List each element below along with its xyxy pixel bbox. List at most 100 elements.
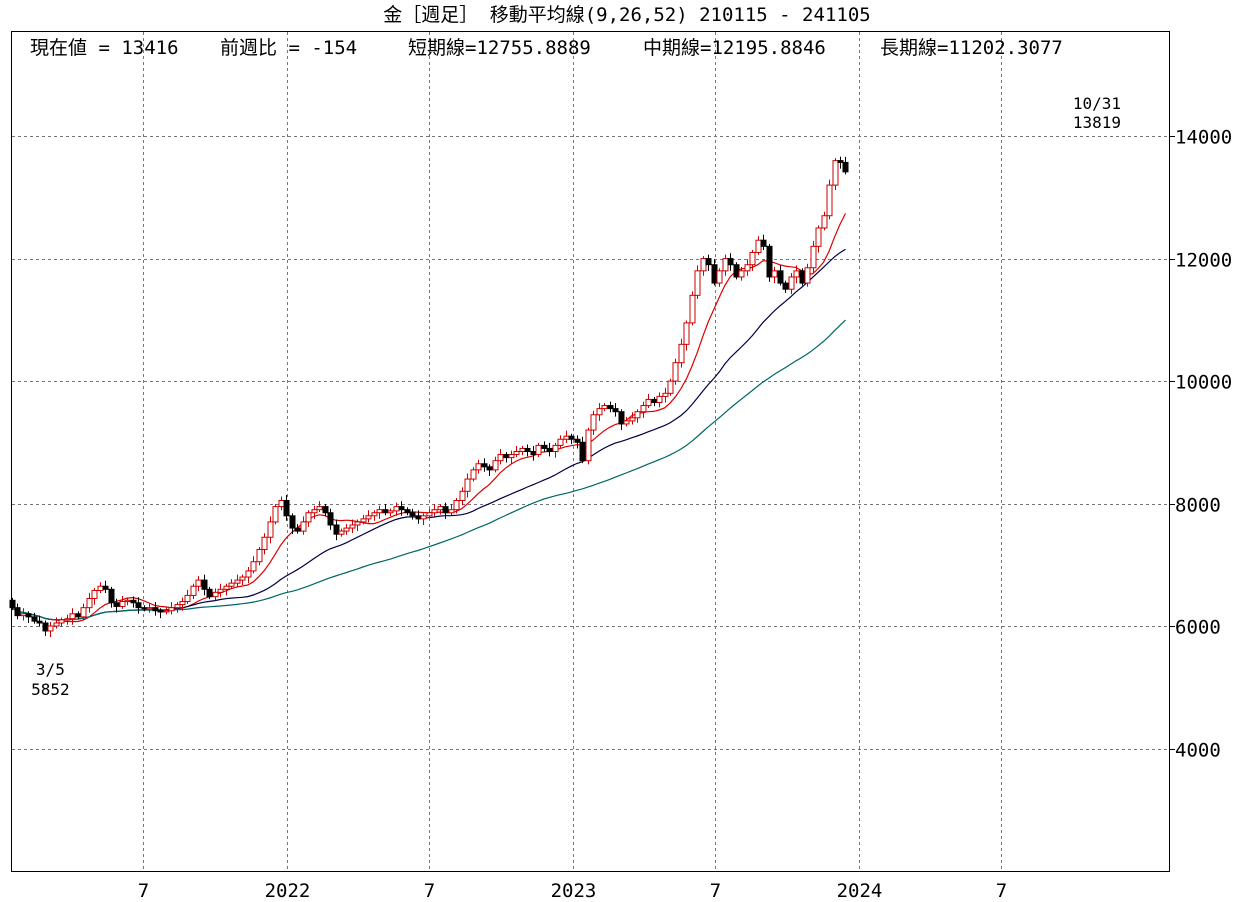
- candle-body: [793, 270, 800, 278]
- candle-body: [799, 270, 806, 284]
- candle-body: [239, 576, 246, 581]
- y-tick-label: 12000: [1175, 250, 1232, 272]
- candle-body: [744, 264, 751, 272]
- candle-body: [464, 478, 471, 492]
- candle-body: [25, 613, 32, 618]
- candle-body: [722, 258, 729, 272]
- candle-body: [651, 398, 658, 404]
- y-tick-label: 14000: [1175, 127, 1232, 149]
- candle-body: [387, 510, 394, 514]
- candle-body: [195, 579, 202, 587]
- candle-body: [174, 604, 181, 609]
- candles: [9, 156, 849, 638]
- x-axis: 7 2022 7 2023 7 2024 7: [138, 880, 1007, 902]
- candle-body: [705, 258, 712, 266]
- x-tick-label: 7: [996, 880, 1007, 902]
- candle-body: [20, 613, 27, 617]
- candle-body: [683, 322, 690, 345]
- candle-body: [552, 444, 559, 453]
- candle-body: [168, 607, 175, 612]
- candle-body: [217, 588, 224, 593]
- candle-body: [804, 267, 811, 284]
- chart-title: 金［週足］ 移動平均線(9,26,52) 210115 - 241105: [383, 4, 870, 26]
- candle-body: [365, 515, 372, 520]
- candle-body: [42, 622, 49, 632]
- candle-body: [481, 463, 488, 468]
- candle-body: [234, 579, 241, 584]
- candle-body: [261, 536, 268, 550]
- candle-body: [157, 610, 164, 613]
- candle-body: [837, 160, 844, 163]
- x-tick-label: 7: [424, 880, 435, 902]
- candle-body: [349, 524, 356, 529]
- candle-body: [678, 343, 685, 364]
- candle-body: [14, 607, 21, 617]
- candle-body: [634, 411, 641, 419]
- candle-body: [821, 215, 828, 229]
- x-tick-label: 7: [138, 880, 149, 902]
- candle-body: [508, 454, 515, 459]
- candle-body: [689, 294, 696, 324]
- candle-body: [300, 521, 307, 532]
- candle-body: [749, 251, 756, 266]
- candle-body: [503, 454, 510, 459]
- candle-body: [519, 447, 526, 453]
- candle-body: [585, 429, 592, 462]
- candle-body: [656, 395, 663, 404]
- candle-body: [119, 601, 126, 607]
- candle-body: [184, 594, 191, 603]
- candle-body: [31, 616, 38, 622]
- candle-body: [453, 499, 460, 511]
- candle-body: [810, 245, 817, 269]
- candle-body: [305, 512, 312, 523]
- gridlines: [12, 32, 1169, 871]
- current-value-label: 現在値 = 13416: [30, 37, 179, 59]
- candle-body: [727, 258, 734, 266]
- candle-body: [135, 602, 142, 609]
- candle-body: [492, 460, 499, 471]
- y-tick-label: 10000: [1175, 372, 1232, 394]
- candle-body: [777, 270, 784, 284]
- candle-body: [354, 521, 361, 526]
- candle-body: [108, 588, 115, 604]
- candle-body: [524, 447, 531, 453]
- candle-body: [124, 599, 131, 603]
- candle-body: [568, 435, 575, 440]
- candle-body: [272, 506, 279, 523]
- candle-body: [832, 160, 839, 186]
- candle-body: [256, 548, 263, 563]
- candle-body: [672, 362, 679, 382]
- candle-body: [563, 435, 570, 440]
- candle-body: [645, 398, 652, 407]
- candle-body: [163, 610, 170, 613]
- candle-body: [694, 270, 701, 296]
- candle-body: [212, 591, 219, 598]
- candle-body: [546, 447, 553, 453]
- candle-body: [530, 451, 537, 456]
- candle-body: [733, 264, 740, 278]
- candle-body: [842, 161, 849, 173]
- y-tick-label: 8000: [1175, 495, 1221, 517]
- high-annotation-date: 10/31: [1073, 94, 1121, 113]
- candle-body: [393, 506, 400, 512]
- candle-body: [36, 620, 43, 624]
- y-tick-label: 6000: [1175, 617, 1221, 639]
- candle-body: [294, 527, 301, 532]
- candle-body: [267, 521, 274, 538]
- y-axis: 4000 6000 8000 10000 12000 14000: [1169, 127, 1232, 762]
- candle-body: [459, 490, 466, 501]
- candle-body: [97, 585, 104, 592]
- candle-body: [409, 512, 416, 517]
- plot-frame: [11, 31, 1170, 872]
- candle-body: [574, 438, 581, 443]
- x-tick-label: 2023: [551, 880, 597, 902]
- candle-body: [826, 184, 833, 217]
- candle-body: [316, 506, 323, 511]
- candle-body: [782, 282, 789, 290]
- candle-body: [612, 408, 619, 413]
- candle-body: [58, 619, 65, 624]
- candle-body: [513, 451, 520, 456]
- candle-body: [80, 607, 87, 618]
